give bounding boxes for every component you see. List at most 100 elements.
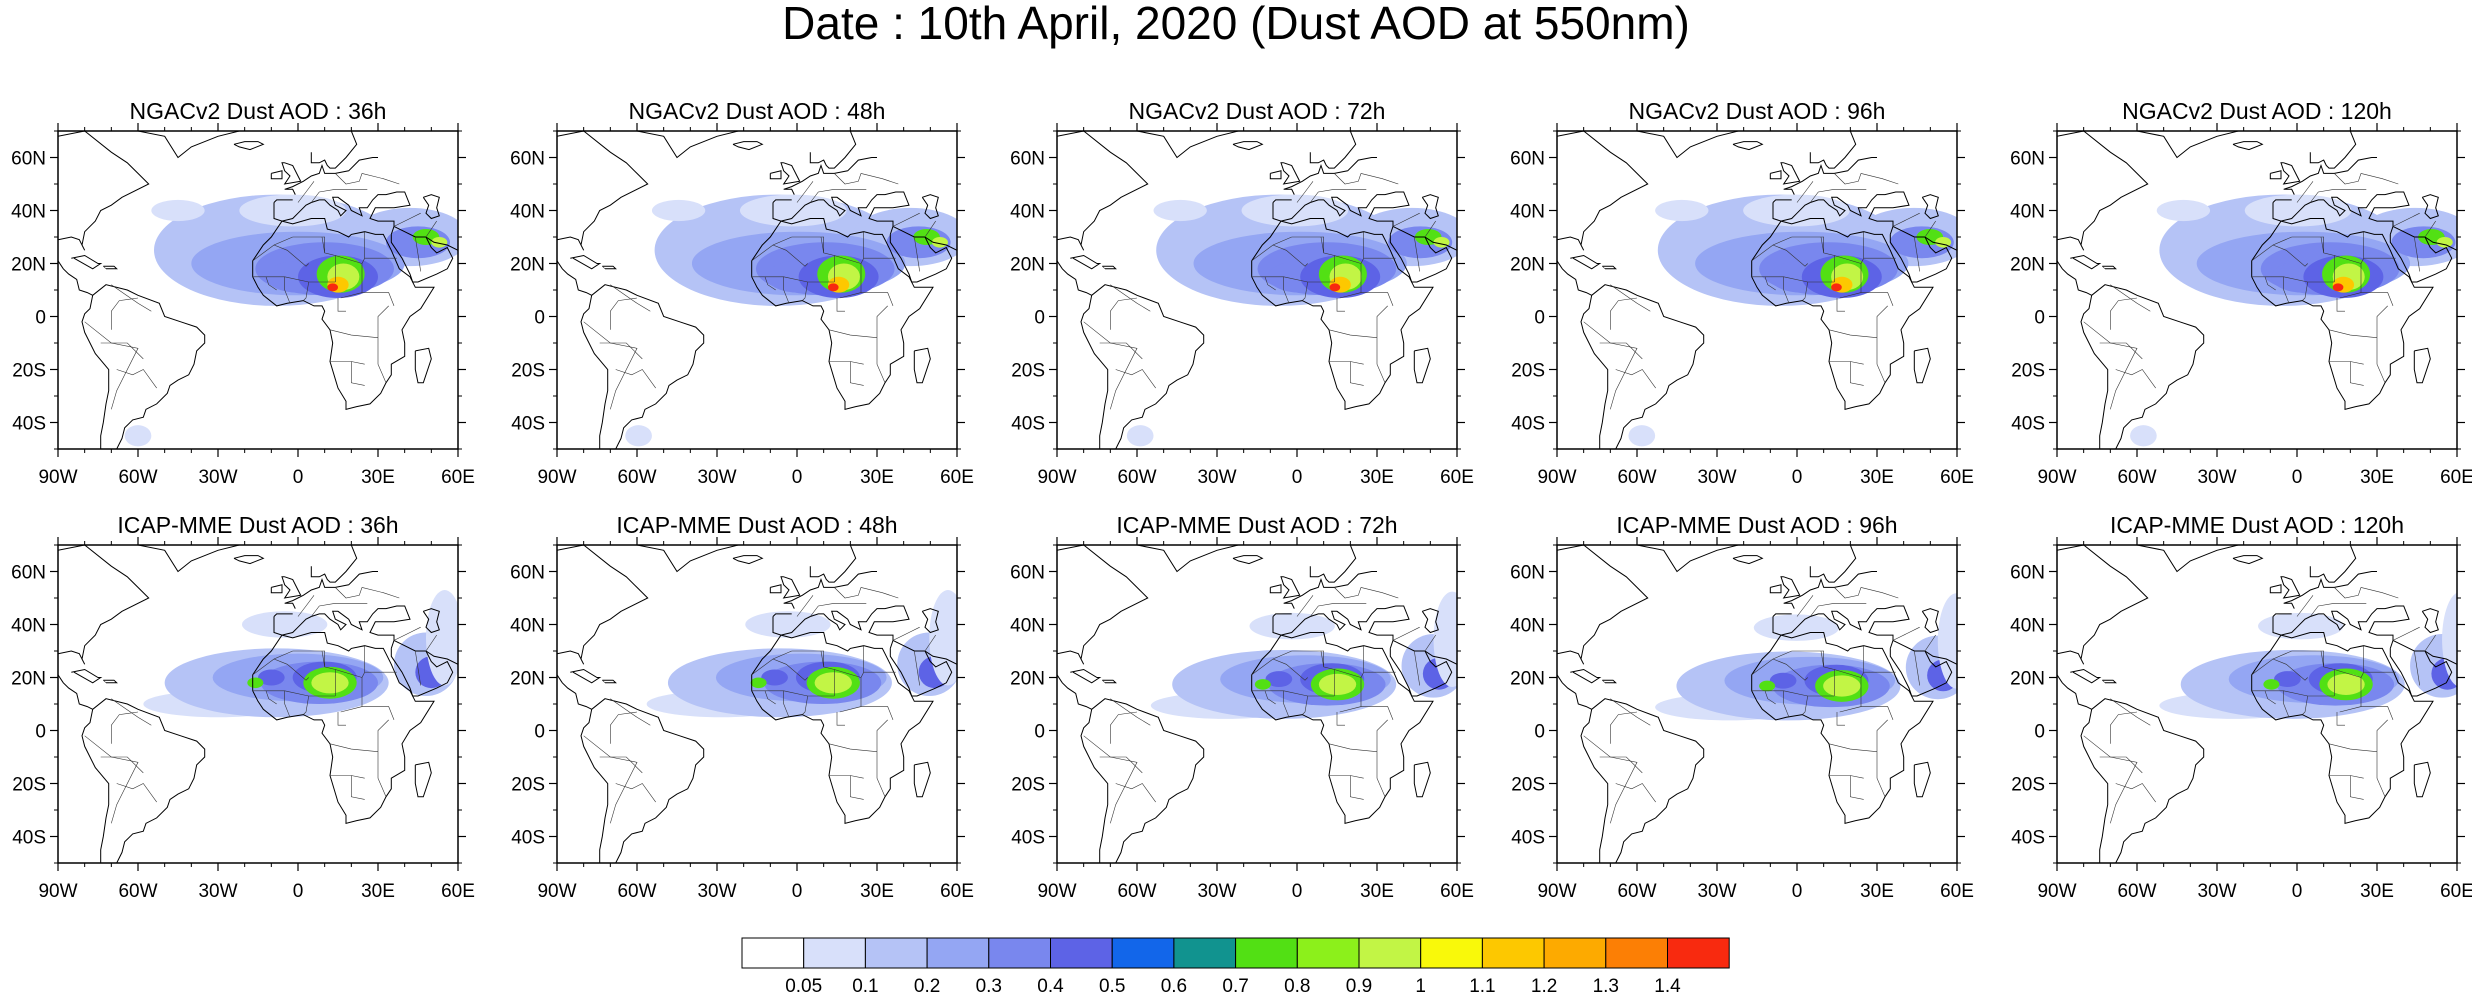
colorbar-label: 1.4	[1654, 976, 1681, 995]
lat-tick-label: 20N	[1010, 669, 1045, 690]
country-border	[2334, 173, 2362, 185]
coastline	[1783, 571, 1877, 609]
lat-tick-label: 20N	[11, 255, 46, 276]
coastline	[2309, 131, 2377, 169]
lon-tick-label: 30E	[361, 467, 395, 488]
lon-tick-label: 60E	[441, 467, 475, 488]
lon-tick-label: 60W	[118, 467, 157, 488]
country-border	[2334, 669, 2362, 696]
country-border	[610, 698, 651, 726]
lon-tick-label: 30E	[1860, 467, 1894, 488]
dust-region	[2244, 194, 2352, 227]
coastline	[2272, 191, 2410, 235]
coastline	[772, 605, 910, 649]
country-border	[1251, 276, 1335, 283]
coastline	[58, 260, 93, 296]
coastline	[2424, 650, 2457, 665]
country-border	[2110, 297, 2138, 330]
lon-tick-label: 60W	[2117, 881, 2156, 902]
country-border	[1302, 281, 1308, 301]
country-border	[1583, 735, 1638, 824]
coastline	[2251, 632, 2434, 824]
lon-tick-label: 90W	[2037, 467, 2076, 488]
colorbar-swatch	[1543, 937, 1607, 969]
country-border	[303, 695, 309, 715]
country-border	[1876, 719, 1888, 752]
coastline	[1057, 260, 1092, 296]
country-border	[273, 244, 309, 267]
coastline	[780, 162, 801, 185]
coastline	[2283, 571, 2377, 609]
country-border	[1796, 181, 1814, 203]
country-border	[361, 587, 400, 599]
country-border	[860, 257, 896, 264]
coastline	[1057, 674, 1092, 710]
country-border	[100, 342, 144, 360]
lat-tick-label: 60N	[2010, 563, 2045, 584]
country-border	[2099, 756, 2143, 774]
coastline	[732, 555, 764, 565]
country-border	[2392, 626, 2420, 641]
lon-tick-label: 60W	[1617, 467, 1656, 488]
country-border	[2424, 634, 2436, 652]
country-border	[2099, 342, 2143, 360]
country-border	[2336, 712, 2345, 726]
coastline	[1889, 639, 1953, 697]
dust-aod-field	[143, 590, 458, 718]
country-border	[772, 658, 808, 681]
coastline	[1751, 218, 1934, 410]
coastline	[2057, 545, 2149, 665]
country-border	[1764, 690, 1776, 705]
coastline	[809, 131, 877, 169]
coastline	[270, 584, 283, 594]
coastline	[1732, 555, 1764, 565]
country-border	[751, 276, 835, 283]
country-border	[1802, 695, 1808, 715]
lon-tick-label: 60E	[2440, 467, 2472, 488]
country-border	[303, 281, 309, 301]
dust-region	[929, 590, 957, 686]
country-border	[393, 626, 421, 641]
lat-tick-label: 20N	[1510, 255, 1545, 276]
coastline	[1602, 265, 1617, 270]
lon-tick-label: 0	[2292, 467, 2303, 488]
lon-tick-label: 0	[293, 467, 304, 488]
country-border	[1772, 658, 1808, 681]
country-border	[84, 735, 139, 824]
country-border	[321, 650, 336, 670]
country-border	[335, 587, 363, 599]
country-border	[2360, 587, 2399, 599]
coastline	[1080, 284, 1205, 449]
coastline	[2102, 265, 2117, 270]
country-border	[1602, 265, 1606, 270]
colorbar-label: 1.2	[1531, 976, 1557, 995]
lat-tick-label: 20N	[1510, 669, 1545, 690]
panel-title: ICAP-MME Dust AOD : 96h	[1616, 512, 1897, 538]
map-panel: 60N 40N 20N 0 20S 40S 90W 60W 30W 0 30E 60E	[2010, 537, 2472, 902]
dust-region	[1823, 675, 1861, 697]
coastline	[281, 162, 302, 185]
country-border	[1334, 173, 1362, 185]
map-panel: 60N 40N 20N 0 20S 40S 90W 60W 30W 0 30E 60E	[11, 537, 475, 902]
lat-tick-label: 20N	[2010, 669, 2045, 690]
coastline	[1389, 225, 1453, 283]
country-border	[583, 321, 638, 410]
country-border	[1291, 236, 1324, 253]
lon-tick-label: 30E	[1360, 881, 1394, 902]
country-border	[876, 719, 888, 752]
country-border	[1850, 361, 1864, 386]
country-border	[2414, 236, 2420, 272]
dust-region	[1254, 679, 1271, 690]
country-border	[2361, 292, 2394, 307]
country-border	[1272, 244, 1308, 267]
country-border	[1751, 690, 1835, 697]
country-border	[1336, 298, 1345, 312]
lat-tick-label: 0	[35, 722, 46, 743]
country-border	[103, 679, 107, 684]
country-border	[1924, 220, 1936, 238]
country-border	[1861, 706, 1894, 721]
country-border	[1914, 650, 1920, 686]
lat-tick-label: 40N	[1510, 616, 1545, 637]
country-border	[583, 735, 638, 824]
lat-tick-label: 20N	[510, 669, 545, 690]
